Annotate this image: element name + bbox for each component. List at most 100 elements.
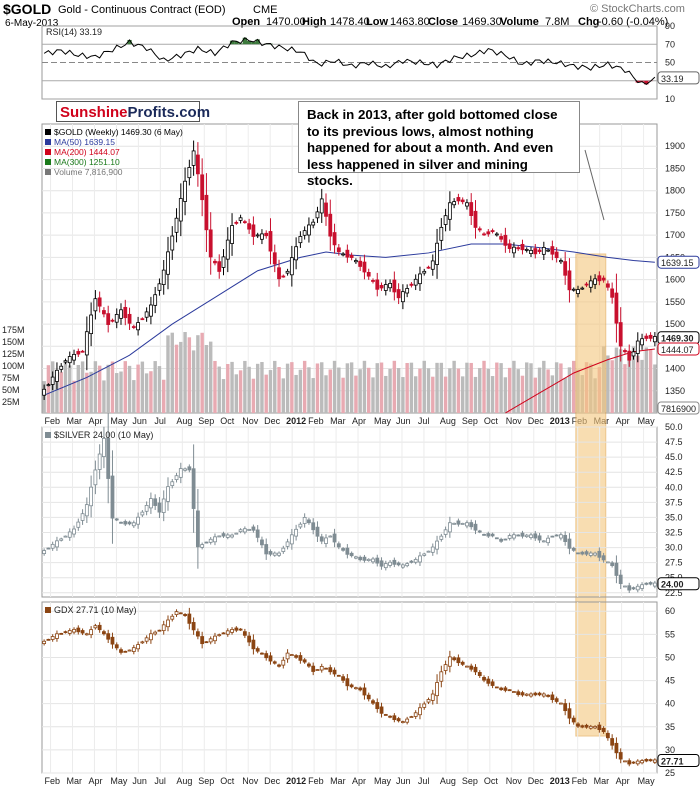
gold-candle bbox=[469, 202, 474, 216]
gdx-candle bbox=[392, 715, 397, 721]
silver-candle bbox=[469, 522, 474, 528]
gdx-candle bbox=[550, 694, 555, 701]
gold-legend-swatch bbox=[45, 149, 51, 155]
silver-candle bbox=[563, 534, 568, 542]
gdx-candle bbox=[516, 691, 521, 695]
gdx-y-tick: 55 bbox=[665, 629, 675, 639]
low-label: Low bbox=[366, 16, 388, 28]
silver-y-tick: 45.0 bbox=[665, 452, 683, 462]
gold-candle bbox=[311, 221, 316, 226]
gold-candle bbox=[114, 314, 119, 323]
gdx-candle bbox=[533, 692, 538, 696]
gdx-candle bbox=[307, 663, 311, 667]
silver-candle bbox=[452, 522, 457, 525]
gold-candle bbox=[580, 287, 585, 290]
silver-candle bbox=[260, 539, 264, 546]
volume-bar bbox=[217, 366, 221, 413]
gold-candle bbox=[631, 351, 636, 357]
x-tick-label: Feb bbox=[572, 776, 588, 786]
gdx-candle bbox=[426, 699, 431, 703]
gdx-candle bbox=[546, 694, 550, 697]
instrument-name: Gold - Continuous Contract (EOD) bbox=[58, 4, 226, 16]
volume-bar bbox=[572, 360, 576, 413]
volume-bar bbox=[208, 341, 213, 413]
gold-candle bbox=[576, 289, 580, 294]
gdx-candle bbox=[499, 687, 504, 691]
gold-candle bbox=[456, 197, 461, 202]
gold-legend-item: MA(300) 1251.10 bbox=[54, 157, 120, 167]
volume-bar bbox=[127, 365, 132, 413]
gdx-candle bbox=[50, 636, 55, 640]
silver-candle bbox=[375, 557, 380, 564]
x-tick-label: Jun bbox=[132, 776, 147, 786]
gdx-candle bbox=[72, 628, 76, 633]
silver-y-tick: 32.5 bbox=[665, 527, 683, 537]
gold-candle bbox=[294, 246, 299, 261]
gdx-candle bbox=[217, 634, 222, 637]
silver-candle bbox=[97, 453, 102, 470]
silver-candle bbox=[533, 533, 538, 539]
silver-candle bbox=[422, 553, 427, 556]
volume-bar bbox=[72, 380, 76, 413]
gdx-candle bbox=[97, 624, 102, 631]
gold-candle bbox=[383, 284, 388, 291]
volume-y-tick: 150M bbox=[2, 337, 25, 347]
x-tick-label: May bbox=[374, 776, 392, 786]
gold-candle bbox=[439, 226, 444, 241]
volume-bar bbox=[396, 368, 401, 413]
gold-candle bbox=[520, 243, 525, 251]
chg-value: -0.60 (-0.04%) bbox=[598, 16, 669, 28]
silver-candle bbox=[161, 498, 166, 513]
gdx-candle bbox=[631, 761, 636, 764]
gdx-candle bbox=[375, 702, 380, 710]
volume-bar bbox=[405, 362, 409, 413]
gdx-candle bbox=[157, 629, 162, 632]
silver-candle bbox=[183, 468, 187, 471]
silver-candle bbox=[576, 552, 580, 555]
gold-candle bbox=[127, 313, 132, 324]
gold-legend-swatch bbox=[45, 159, 51, 165]
gold-candle bbox=[618, 322, 623, 347]
gdx-candle bbox=[597, 724, 602, 731]
volume-bar bbox=[520, 375, 525, 413]
volume-bar bbox=[460, 376, 465, 413]
silver-candle bbox=[486, 533, 491, 537]
gdx-candle bbox=[76, 627, 81, 633]
silver-y-tick: 35.0 bbox=[665, 512, 683, 522]
gdx-candle bbox=[260, 652, 264, 655]
gold-candle bbox=[136, 322, 140, 331]
silver-candle bbox=[191, 468, 196, 509]
volume-bar bbox=[567, 367, 572, 413]
volume-bar bbox=[354, 375, 358, 413]
annotation-box: Back in 2013, after gold bottomed close … bbox=[298, 101, 580, 188]
volume-bar bbox=[255, 363, 260, 413]
open-label: Open bbox=[232, 16, 261, 28]
gdx-candle bbox=[264, 653, 269, 659]
silver-candle bbox=[50, 543, 55, 549]
volume-bar bbox=[320, 362, 324, 413]
close-value: 1469.30 bbox=[462, 16, 502, 28]
silver-candle bbox=[153, 498, 158, 506]
volume-bar bbox=[260, 362, 264, 413]
gold-candle bbox=[546, 249, 550, 252]
silver-candle bbox=[110, 475, 115, 519]
gdx-candle bbox=[195, 631, 200, 637]
gdx-candle bbox=[46, 638, 51, 641]
x-tick-label: May bbox=[638, 776, 656, 786]
volume-bar bbox=[213, 360, 217, 413]
gold-candle bbox=[281, 275, 286, 278]
gold-candle bbox=[409, 283, 414, 286]
volume-bar bbox=[204, 344, 209, 413]
volume-bar bbox=[170, 332, 174, 413]
silver-candle bbox=[341, 548, 345, 551]
silver-candle bbox=[336, 543, 341, 548]
gold-candle bbox=[200, 174, 205, 201]
gold-candle bbox=[567, 270, 572, 291]
gdx-candle bbox=[140, 641, 145, 644]
gold-candle bbox=[366, 271, 371, 277]
gold-candle bbox=[178, 198, 183, 222]
x-tick-label: May bbox=[638, 416, 656, 426]
silver-candle bbox=[319, 536, 324, 542]
x-tick-label: Jun bbox=[396, 776, 411, 786]
silver-candle bbox=[614, 562, 619, 576]
